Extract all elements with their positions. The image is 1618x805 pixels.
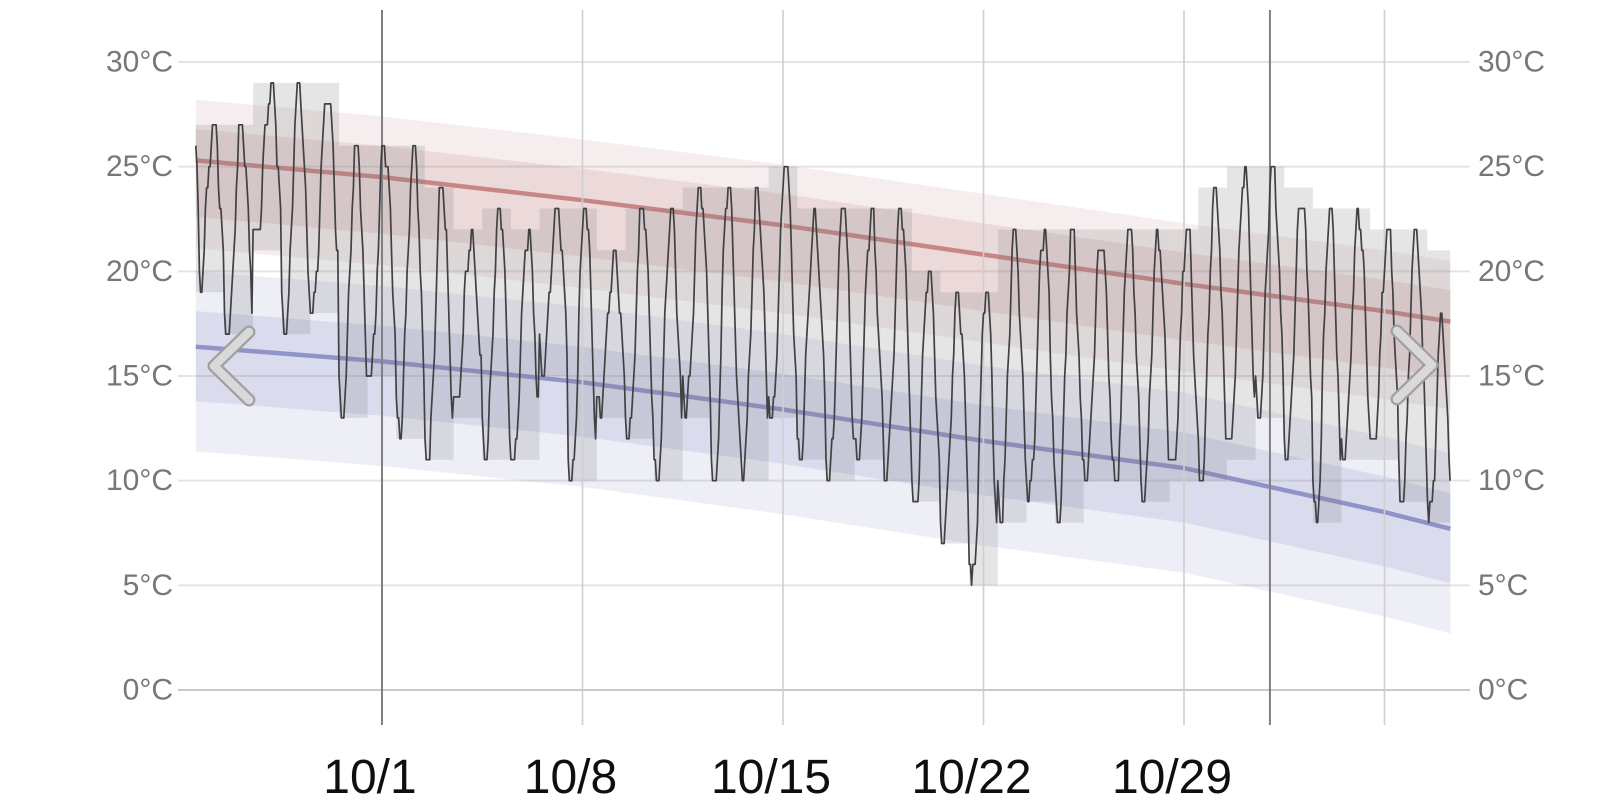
y-label-right-25: 25°C (1478, 150, 1545, 183)
avg-low-inner-band (195, 311, 1451, 584)
previous-period-button[interactable] (207, 325, 256, 407)
day-range-box-11/7 (1427, 250, 1451, 523)
day-range-box-10/28 (1141, 229, 1170, 502)
y-label-left-0: 0°C (123, 674, 173, 707)
x-label-10/29: 10/29 (1112, 751, 1232, 804)
avg-high-outer-band (195, 99, 1451, 410)
y-axis-labels-left: 0°C 5°C 10°C 15°C 20°C 25°C 30°C (106, 46, 173, 707)
y-label-left-30: 30°C (106, 46, 173, 79)
next-period-icon (1392, 326, 1437, 404)
y-label-right-0: 0°C (1478, 674, 1528, 707)
day-range-box-11/2 (1284, 187, 1313, 460)
horizontal-gridlines (178, 61, 1470, 691)
y-label-left-5: 5°C (123, 569, 173, 602)
avg-low-outer-band (195, 271, 1451, 634)
y-axis-labels-right: 0°C 5°C 10°C 15°C 20°C 25°C 30°C (1478, 46, 1545, 707)
y-label-left-15: 15°C (106, 360, 173, 393)
y-label-right-15: 15°C (1478, 360, 1545, 393)
x-label-10/22: 10/22 (911, 751, 1031, 804)
y-label-right-10: 10°C (1478, 464, 1545, 497)
x-label-10/8: 10/8 (524, 751, 617, 804)
x-axis-labels: 10/1 10/8 10/15 10/22 10/29 (323, 751, 1232, 804)
vertical-gridlines (381, 10, 1386, 725)
actual-temperature-series (194, 82, 1451, 587)
y-label-right-5: 5°C (1478, 569, 1528, 602)
x-label-10/15: 10/15 (711, 751, 831, 804)
y-label-right-20: 20°C (1478, 255, 1545, 288)
avg-high-line (195, 158, 1451, 324)
previous-period-icon (209, 327, 254, 405)
y-label-left-10: 10°C (106, 464, 173, 497)
next-period-button[interactable] (1390, 324, 1439, 406)
y-label-right-30: 30°C (1478, 46, 1545, 79)
x-label-10/1: 10/1 (323, 751, 416, 804)
day-range-box-10/12 (682, 187, 712, 418)
y-label-left-25: 25°C (106, 150, 173, 183)
actual-temperature-line (194, 82, 1451, 587)
y-label-left-20: 20°C (106, 255, 173, 288)
